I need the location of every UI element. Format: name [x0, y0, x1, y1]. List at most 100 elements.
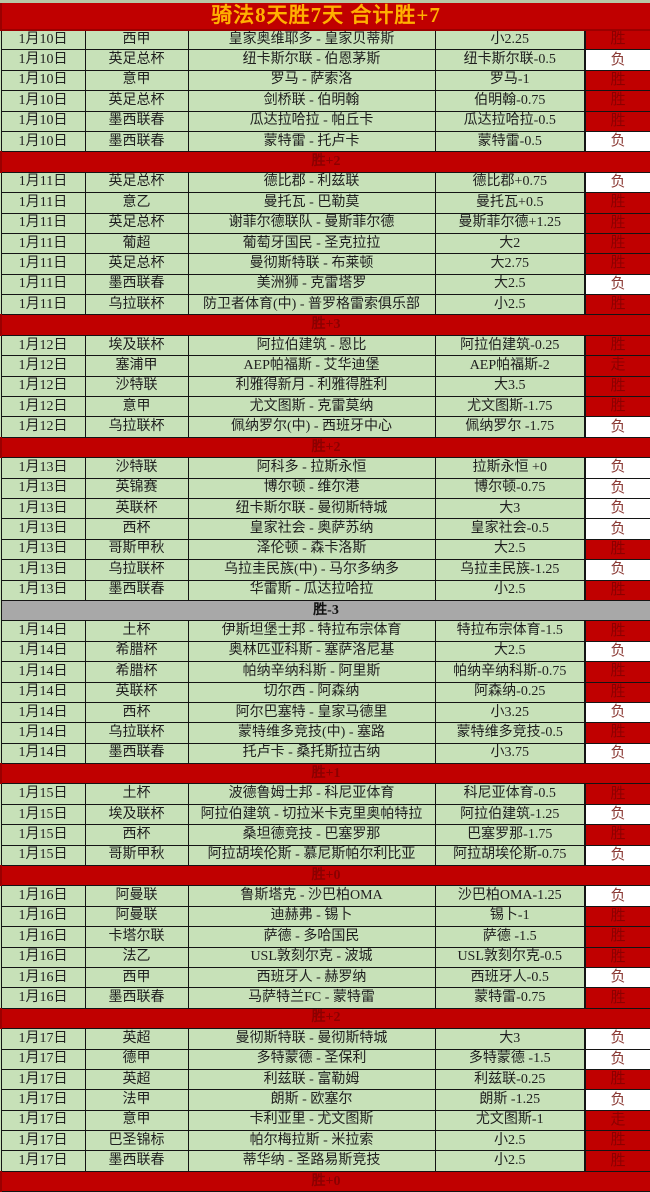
match-cell: 美洲狮 - 克雷塔罗 [187, 273, 436, 296]
league-cell: 英足总杯 [84, 49, 189, 71]
date-cell: 1月10日 [0, 90, 86, 112]
result-cell: 胜 [583, 824, 650, 846]
league-cell: 墨西联春 [84, 1150, 189, 1172]
match-row: 1月16日 墨西联春 马萨特兰FC - 蒙特雷 蒙特雷-0.75 胜 [0, 987, 650, 1009]
match-cell: 纽卡斯尔联 - 曼彻斯特城 [187, 497, 436, 520]
date-cell: 1月10日 [0, 28, 86, 51]
match-cell: 阿拉伯建筑 - 恩比 [187, 334, 436, 357]
handicap-cell: 沙巴柏OMA-1.25 [434, 885, 586, 907]
result-cell: 负 [583, 49, 650, 71]
date-cell: 1月14日 [0, 722, 86, 744]
league-cell: 英足总杯 [84, 212, 189, 234]
match-row: 1月17日 巴圣锦标 帕尔梅拉斯 - 米拉索 小2.5 胜 [0, 1130, 650, 1152]
result-cell: 负 [583, 171, 650, 194]
date-cell: 1月17日 [0, 1068, 86, 1091]
date-cell: 1月12日 [0, 396, 86, 418]
league-cell: 沙特联 [84, 375, 189, 398]
match-cell: 奥林匹亚科斯 - 塞萨洛尼基 [187, 640, 436, 663]
result-cell: 胜 [583, 579, 650, 601]
handicap-cell: 伯明翰-0.75 [434, 90, 586, 112]
match-cell: 卡利亚里 - 尤文图斯 [187, 1109, 436, 1132]
match-cell: 尤文图斯 - 克雷莫纳 [187, 396, 436, 418]
handicap-cell: 尤文图斯-1 [434, 1109, 586, 1132]
match-cell: 朗斯 - 欧塞尔 [187, 1089, 436, 1111]
handicap-cell: 纽卡斯尔联-0.5 [434, 49, 586, 71]
handicap-cell: 小2.5 [434, 1130, 586, 1152]
match-row: 1月11日 墨西联春 美洲狮 - 克雷塔罗 大2.5 负 [0, 273, 650, 296]
match-cell: 博尔顿 - 维尔港 [187, 477, 436, 499]
match-cell: 马萨特兰FC - 蒙特雷 [187, 987, 436, 1009]
handicap-cell: 特拉布宗体育-1.5 [434, 620, 586, 642]
league-cell: 哥斯甲秋 [84, 844, 189, 867]
league-cell: 乌拉联杯 [84, 559, 189, 581]
match-cell: 剑桥联 - 伯明翰 [187, 90, 436, 112]
handicap-cell: 小3.75 [434, 742, 586, 765]
match-row: 1月11日 英足总杯 谢菲尔德联队 - 曼斯菲尔德 曼斯菲尔德+1.25 胜 [0, 212, 650, 234]
league-cell: 西杯 [84, 701, 189, 724]
match-cell: 纽卡斯尔联 - 伯恩茅斯 [187, 49, 436, 71]
match-row: 1月13日 西杯 皇家社会 - 奥萨苏纳 皇家社会-0.5 负 [0, 518, 650, 540]
handicap-cell: 大2 [434, 232, 586, 255]
match-cell: 迪赫弗 - 锡卜 [187, 905, 436, 928]
date-cell: 1月10日 [0, 130, 86, 153]
date-cell: 1月17日 [0, 1130, 86, 1152]
match-row: 1月14日 希腊杯 奥林匹亚科斯 - 塞萨洛尼基 大2.5 负 [0, 640, 650, 663]
league-cell: 意甲 [84, 69, 189, 92]
league-cell: 阿曼联 [84, 885, 189, 907]
league-cell: 希腊杯 [84, 661, 189, 683]
league-cell: 沙特联 [84, 457, 189, 479]
match-row: 1月15日 埃及联杯 阿拉伯建筑 - 切拉米卡克里奥帕特拉 阿拉伯建筑-1.25 负 [0, 803, 650, 826]
result-cell: 胜 [583, 538, 650, 561]
league-cell: 乌拉联杯 [84, 416, 189, 438]
handicap-cell: 尤文图斯-1.75 [434, 396, 586, 418]
match-row: 1月13日 哥斯甲秋 泽伦顿 - 森卡洛斯 大2.5 胜 [0, 538, 650, 561]
result-cell: 胜 [583, 90, 650, 112]
league-cell: 英足总杯 [84, 90, 189, 112]
title-row: 骑法8天胜7天 合计胜+7 [0, 0, 650, 31]
handicap-cell: 皇家社会-0.5 [434, 518, 586, 540]
match-row: 1月14日 希腊杯 帕纳辛纳科斯 - 阿里斯 帕纳辛纳科斯-0.75 胜 [0, 661, 650, 683]
league-cell: 意甲 [84, 1109, 189, 1132]
league-cell: 墨西联春 [84, 130, 189, 153]
handicap-cell: 德比郡+0.75 [434, 171, 586, 194]
handicap-cell: 曼托瓦+0.5 [434, 192, 586, 214]
match-cell: 多特蒙德 - 圣保利 [187, 1048, 436, 1070]
date-cell: 1月13日 [0, 457, 86, 479]
match-row: 1月17日 英超 利兹联 - 富勒姆 利兹联-0.25 胜 [0, 1068, 650, 1091]
league-cell: 墨西联春 [84, 987, 189, 1009]
day-summary-label: 胜+2 [0, 1007, 650, 1030]
league-cell: 英超 [84, 1068, 189, 1091]
match-row: 1月16日 阿曼联 迪赫弗 - 锡卜 锡卜-1 胜 [0, 905, 650, 928]
result-cell: 负 [583, 518, 650, 540]
result-cell: 胜 [583, 1068, 650, 1091]
match-row: 1月15日 哥斯甲秋 阿拉胡埃伦斯 - 慕尼斯帕尔利比亚 阿拉胡埃伦斯-0.75 负 [0, 844, 650, 867]
date-cell: 1月13日 [0, 518, 86, 540]
league-cell: 德甲 [84, 1048, 189, 1070]
day-summary-label: 胜+2 [0, 151, 650, 173]
match-row: 1月14日 西杯 阿尔巴塞特 - 皇家马德里 小3.25 负 [0, 701, 650, 724]
date-cell: 1月14日 [0, 640, 86, 663]
match-cell: 阿科多 - 拉斯永恒 [187, 457, 436, 479]
result-cell: 负 [583, 701, 650, 724]
handicap-cell: USL敦刻尔克-0.5 [434, 946, 586, 968]
league-cell: 埃及联杯 [84, 334, 189, 357]
day-summary-label: 胜+0 [0, 1170, 650, 1192]
match-row: 1月13日 乌拉联杯 乌拉圭民族(中) - 马尔多纳多 乌拉圭民族-1.25 负 [0, 559, 650, 581]
result-cell: 胜 [583, 1150, 650, 1172]
league-cell: 西甲 [84, 966, 189, 989]
day-summary-row: 胜+1 [0, 763, 650, 785]
result-cell: 负 [583, 457, 650, 479]
result-cell: 胜 [583, 620, 650, 642]
league-cell: 西杯 [84, 824, 189, 846]
date-cell: 1月16日 [0, 905, 86, 928]
match-cell: 皇家社会 - 奥萨苏纳 [187, 518, 436, 540]
league-cell: 巴圣锦标 [84, 1130, 189, 1152]
match-cell: 谢菲尔德联队 - 曼斯菲尔德 [187, 212, 436, 234]
handicap-cell: 大3 [434, 497, 586, 520]
match-row: 1月16日 阿曼联 鲁斯塔克 - 沙巴柏OMA 沙巴柏OMA-1.25 负 [0, 885, 650, 907]
league-cell: 西杯 [84, 518, 189, 540]
handicap-cell: 佩纳罗尔 -1.75 [434, 416, 586, 438]
date-cell: 1月16日 [0, 946, 86, 968]
match-row: 1月17日 德甲 多特蒙德 - 圣保利 多特蒙德 -1.5 负 [0, 1048, 650, 1070]
result-cell: 胜 [583, 375, 650, 398]
